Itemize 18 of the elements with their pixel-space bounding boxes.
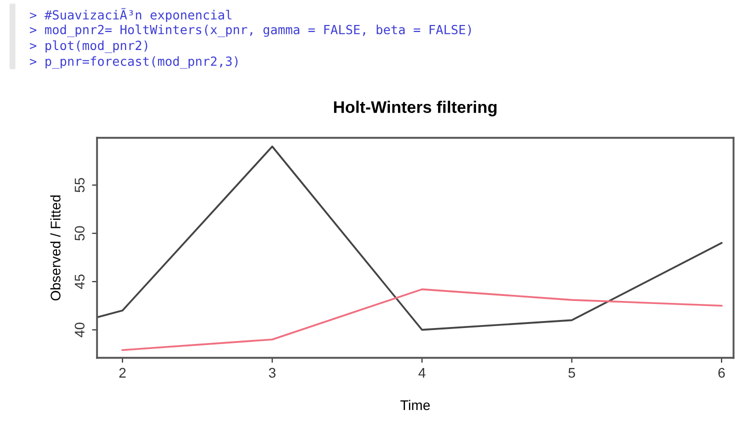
y-tick-label: 55 xyxy=(74,178,85,192)
x-axis-title: Time xyxy=(400,400,430,410)
x-tick-label: 4 xyxy=(418,368,426,378)
x-tick-label: 2 xyxy=(119,368,126,378)
chart-title: Holt-Winters filtering xyxy=(334,100,496,116)
y-tick-label: 40 xyxy=(74,322,85,338)
line-series xyxy=(97,146,722,331)
text: > mod_pnr2= HoltWinters(x_pnr, gamma = FALSE, beta = FALSE) xyxy=(30,24,471,38)
y-tick-label: 50 xyxy=(74,226,85,241)
x-tick-label: 6 xyxy=(718,368,725,378)
text: > #SuavizaciÃ³n exponencial xyxy=(30,8,232,22)
y-axis-title: Observed / Fitted xyxy=(50,195,60,300)
x-tick-label: 3 xyxy=(268,368,276,378)
text: > p_pnr=forecast(mod_pnr2,3) xyxy=(30,56,238,69)
y-tick-label: 45 xyxy=(74,274,85,289)
line-series xyxy=(122,288,722,351)
text: > plot(mod_pnr2) xyxy=(30,40,148,53)
x-tick-label: 5 xyxy=(568,368,576,378)
